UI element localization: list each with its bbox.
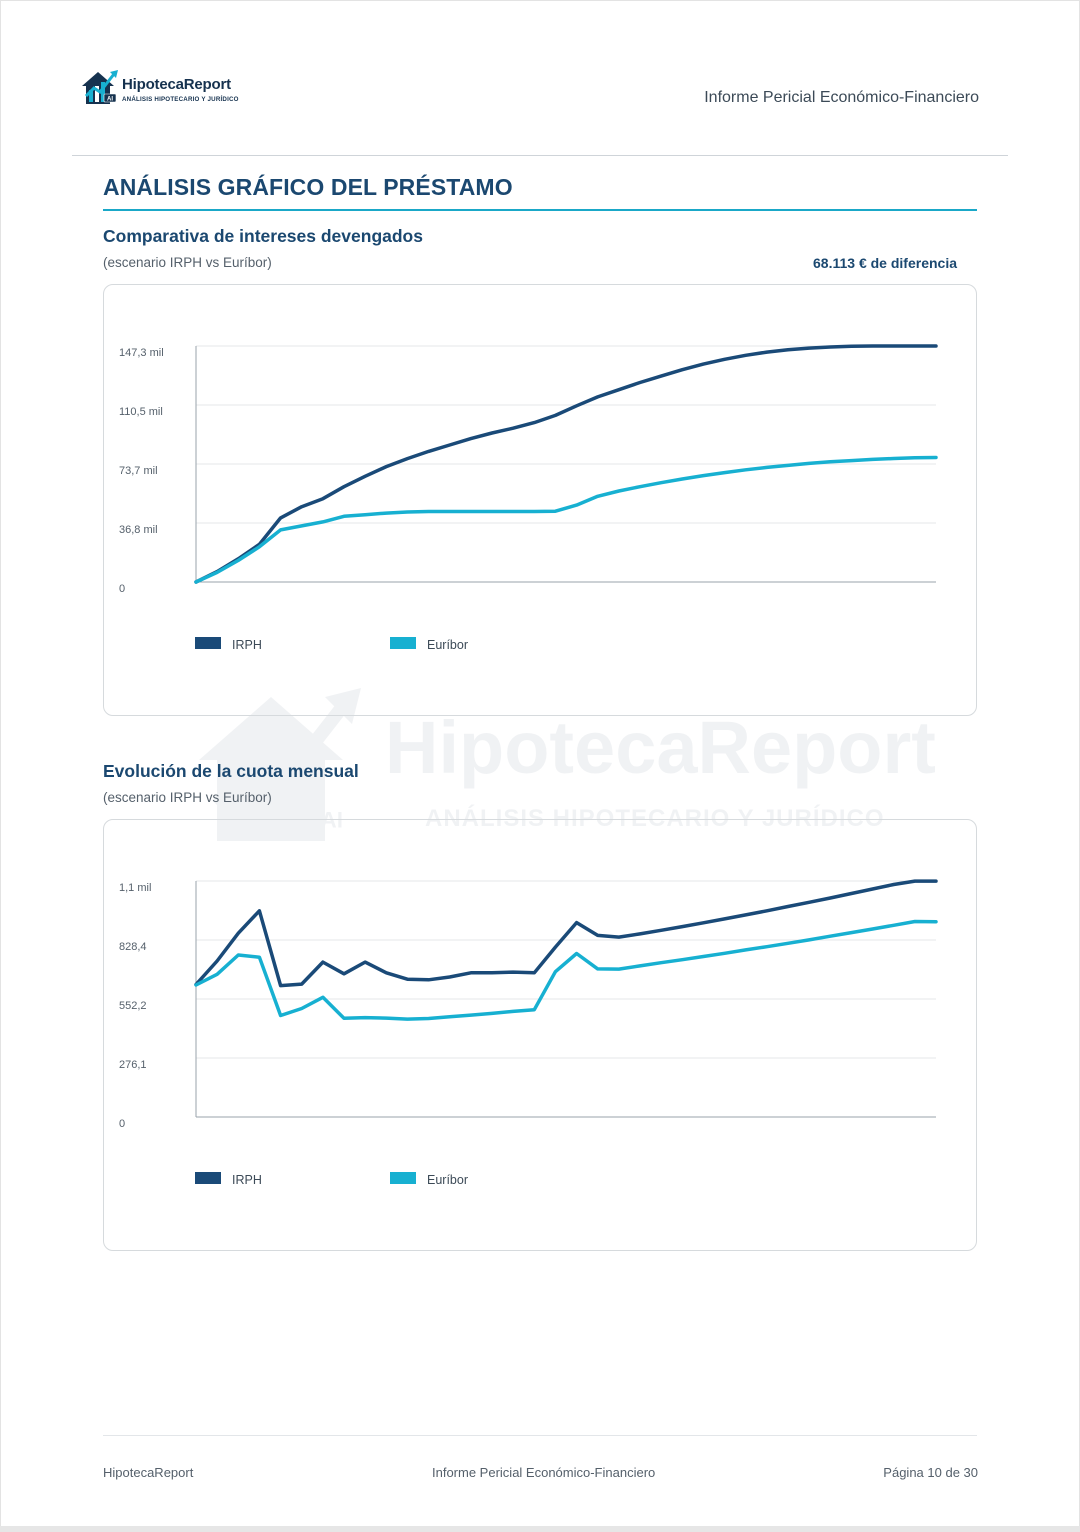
footer-document-title: Informe Pericial Económico-Financiero <box>432 1465 656 1480</box>
document-title: Informe Pericial Económico-Financiero <box>704 89 979 106</box>
legend-label: Euríbor <box>427 1173 468 1187</box>
chart2-subtitle: (escenario IRPH vs Euríbor) <box>103 790 272 805</box>
page-bottom-strip <box>0 1526 1080 1532</box>
logo: AI HipotecaReport ANÁLISIS HIPOTECARIO Y… <box>80 66 250 108</box>
house-chart-icon: AI <box>82 70 118 104</box>
chart1-title: Comparativa de intereses devengados <box>103 226 423 246</box>
y-tick-label: 36,8 mil <box>119 524 158 536</box>
footer-page-number: Página 10 de 30 <box>883 1465 978 1480</box>
legend-label: IRPH <box>232 1173 262 1187</box>
y-tick-label: 552,2 <box>119 1000 147 1012</box>
y-tick-label: 147,3 mil <box>119 347 164 359</box>
header-divider <box>72 155 1008 156</box>
legend-swatch <box>195 1172 221 1184</box>
chart1-subtitle: (escenario IRPH vs Euríbor) <box>103 255 272 270</box>
footer-brand: HipotecaReport <box>103 1465 194 1480</box>
footer-divider <box>103 1435 977 1436</box>
watermark-badge: AI <box>321 808 344 833</box>
watermark-house-icon: AI <box>199 688 361 841</box>
watermark-tagline: ANÁLISIS HIPOTECARIO Y JURÍDICO <box>425 805 885 832</box>
chart1-svg: 0 36,8 mil 73,7 mil 110,5 mil 147,3 mil IRPH E… <box>119 344 938 652</box>
watermark-name: HipotecaReport <box>385 706 936 789</box>
watermark: AI HipotecaReport ANÁLISIS HIPOTECARIO Y… <box>190 670 936 850</box>
logo-badge: AI <box>107 97 113 103</box>
y-tick-label: 73,7 mil <box>119 465 158 477</box>
legend-swatch <box>195 637 221 649</box>
y-tick-label: 110,5 mil <box>119 406 163 418</box>
y-tick-label: 0 <box>119 583 125 595</box>
y-tick-label: 0 <box>119 1118 125 1130</box>
legend-label: IRPH <box>232 638 262 652</box>
legend-swatch <box>390 1172 416 1184</box>
chart2-title: Evolución de la cuota mensual <box>103 761 359 781</box>
legend-label: Euríbor <box>427 638 468 652</box>
series-line-euríbor <box>194 919 938 1021</box>
series-line-euríbor <box>194 455 938 584</box>
section-divider <box>103 209 977 211</box>
series-line-irph <box>194 879 938 988</box>
y-tick-label: 276,1 <box>119 1059 147 1071</box>
logo-name: HipotecaReport <box>122 76 231 93</box>
chart2-card: 0 276,1 552,2 828,4 1,1 mil IRPH Euríbor <box>103 819 977 1251</box>
y-tick-label: 828,4 <box>119 941 147 953</box>
chart1-card: 0 36,8 mil 73,7 mil 110,5 mil 147,3 mil IRPH E… <box>103 284 977 716</box>
chart1-difference: 68.113 € de diferencia <box>813 255 957 271</box>
legend-swatch <box>390 637 416 649</box>
section-title: ANÁLISIS GRÁFICO DEL PRÉSTAMO <box>103 174 513 200</box>
series-line-irph <box>194 344 938 584</box>
logo-tagline: ANÁLISIS HIPOTECARIO Y JURÍDICO <box>122 96 239 103</box>
chart2-svg: 0 276,1 552,2 828,4 1,1 mil IRPH Euríbor <box>119 879 938 1187</box>
y-tick-label: 1,1 mil <box>119 882 151 894</box>
